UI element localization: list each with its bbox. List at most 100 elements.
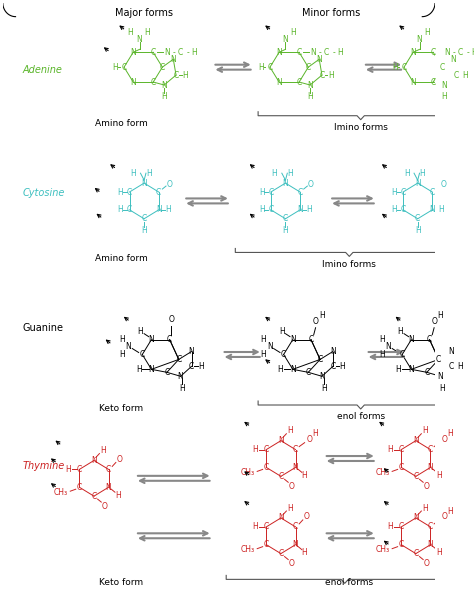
Text: H: H bbox=[302, 548, 308, 557]
Text: CH₃: CH₃ bbox=[241, 468, 255, 477]
Text: C: C bbox=[449, 362, 454, 371]
Text: N: N bbox=[126, 342, 131, 351]
Text: H: H bbox=[146, 169, 152, 178]
Text: C: C bbox=[401, 188, 406, 197]
Text: C: C bbox=[127, 188, 132, 197]
Text: N: N bbox=[413, 514, 419, 523]
Text: C: C bbox=[399, 523, 404, 532]
Text: H: H bbox=[119, 350, 125, 359]
Text: C: C bbox=[293, 445, 298, 454]
Text: O: O bbox=[169, 315, 174, 324]
Text: H: H bbox=[65, 465, 71, 474]
Text: C: C bbox=[430, 48, 436, 57]
Text: N: N bbox=[410, 48, 416, 57]
Text: C: C bbox=[264, 463, 269, 472]
Text: O: O bbox=[289, 559, 295, 568]
Text: N: N bbox=[292, 540, 298, 549]
Text: N: N bbox=[164, 48, 170, 57]
Text: H: H bbox=[447, 507, 454, 515]
Text: O: O bbox=[167, 179, 173, 188]
Text: N: N bbox=[156, 205, 162, 214]
Text: C: C bbox=[415, 214, 420, 223]
Text: H: H bbox=[137, 327, 143, 336]
Text: H: H bbox=[437, 548, 442, 557]
Text: -: - bbox=[319, 48, 321, 57]
Text: -: - bbox=[453, 48, 456, 57]
Text: C: C bbox=[293, 523, 298, 532]
Text: H: H bbox=[319, 312, 325, 321]
Text: C: C bbox=[440, 63, 445, 72]
Text: O: O bbox=[440, 179, 446, 188]
Text: H: H bbox=[398, 327, 403, 336]
Text: C: C bbox=[297, 48, 302, 57]
Text: enol forms: enol forms bbox=[337, 413, 385, 422]
Text: C: C bbox=[306, 368, 311, 377]
Text: C: C bbox=[428, 523, 433, 532]
Text: H: H bbox=[396, 365, 401, 374]
Text: N: N bbox=[141, 179, 147, 188]
Text: H: H bbox=[119, 335, 125, 344]
Text: H: H bbox=[404, 169, 410, 178]
Text: C: C bbox=[318, 355, 323, 364]
Text: N: N bbox=[137, 35, 143, 44]
Text: H: H bbox=[441, 93, 447, 102]
Text: H: H bbox=[458, 362, 464, 371]
Text: H: H bbox=[391, 205, 397, 214]
Text: C: C bbox=[278, 472, 283, 481]
Text: H: H bbox=[180, 384, 185, 393]
Text: N: N bbox=[409, 335, 414, 344]
Text: O: O bbox=[289, 482, 295, 491]
Text: N: N bbox=[386, 342, 392, 351]
Text: C: C bbox=[309, 335, 314, 344]
Text: O: O bbox=[306, 435, 312, 444]
Text: H: H bbox=[141, 226, 147, 235]
Text: H: H bbox=[438, 205, 444, 214]
Text: H: H bbox=[118, 205, 123, 214]
Text: N: N bbox=[409, 365, 414, 374]
Text: N: N bbox=[91, 456, 97, 465]
Text: Amino form: Amino form bbox=[95, 254, 148, 263]
Text: H: H bbox=[277, 365, 283, 374]
Text: Keto form: Keto form bbox=[99, 578, 144, 587]
Text: C: C bbox=[268, 205, 273, 214]
Text: C: C bbox=[268, 188, 273, 197]
Text: H: H bbox=[165, 205, 171, 214]
Text: Thymine: Thymine bbox=[23, 462, 65, 471]
Text: C: C bbox=[297, 188, 303, 197]
Text: C: C bbox=[427, 335, 432, 344]
Text: H: H bbox=[379, 350, 385, 359]
Text: Minor forms: Minor forms bbox=[302, 8, 360, 18]
Text: N: N bbox=[297, 205, 303, 214]
Text: enol forms: enol forms bbox=[325, 578, 374, 587]
Text: C: C bbox=[399, 463, 404, 472]
Text: H: H bbox=[128, 28, 133, 37]
Text: C: C bbox=[297, 78, 302, 87]
Text: H: H bbox=[302, 471, 308, 480]
Text: C: C bbox=[400, 350, 405, 359]
Text: C: C bbox=[458, 48, 463, 57]
Text: C: C bbox=[140, 350, 145, 359]
Text: H: H bbox=[261, 335, 266, 344]
Text: -: - bbox=[187, 48, 189, 57]
Text: H: H bbox=[438, 312, 443, 321]
Text: C: C bbox=[151, 48, 156, 57]
Text: N: N bbox=[428, 463, 433, 472]
Text: Imino forms: Imino forms bbox=[334, 123, 388, 132]
Text: Imino forms: Imino forms bbox=[322, 260, 376, 269]
Text: N: N bbox=[290, 335, 296, 344]
Text: C: C bbox=[399, 445, 404, 454]
Text: C: C bbox=[142, 214, 147, 223]
Text: N: N bbox=[444, 48, 450, 57]
Text: H: H bbox=[437, 471, 442, 480]
Text: C: C bbox=[176, 355, 182, 364]
Text: H: H bbox=[415, 226, 420, 235]
Text: O: O bbox=[117, 455, 122, 464]
Text: H: H bbox=[379, 335, 385, 344]
Text: H: H bbox=[258, 63, 264, 72]
Text: H: H bbox=[290, 28, 296, 37]
Text: N: N bbox=[310, 48, 316, 57]
Text: Cytosine: Cytosine bbox=[23, 188, 65, 198]
Text: -: - bbox=[173, 48, 175, 57]
Text: O: O bbox=[424, 559, 430, 568]
Text: C: C bbox=[167, 335, 172, 344]
